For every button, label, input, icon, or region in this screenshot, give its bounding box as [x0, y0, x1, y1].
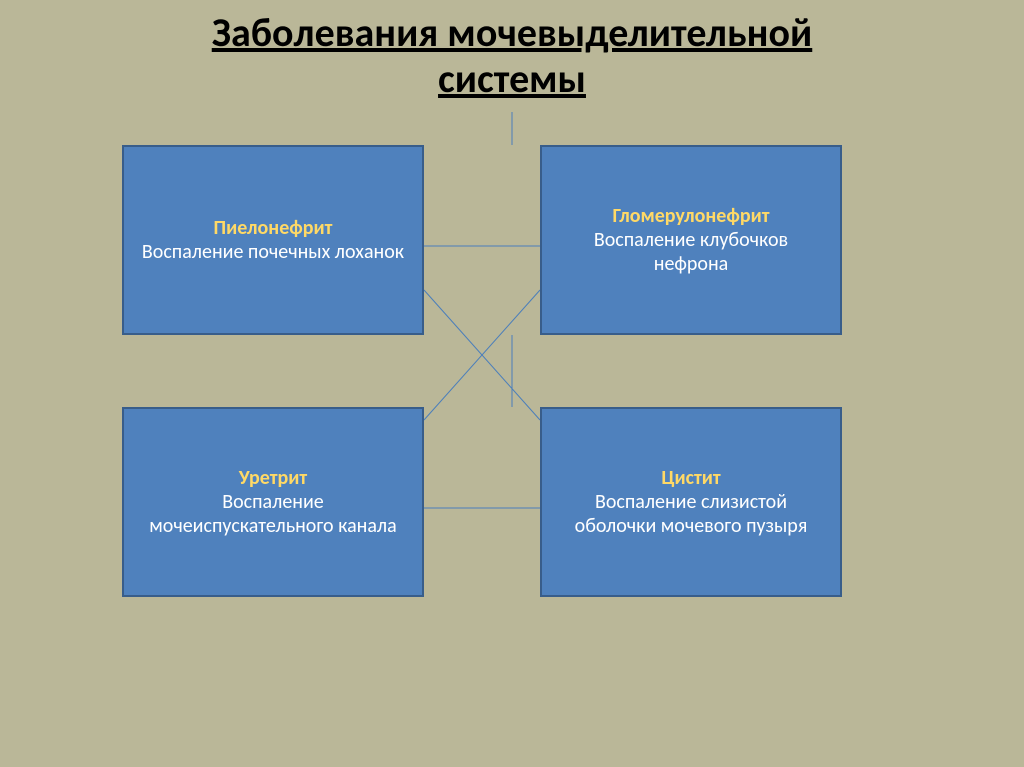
node-desc: Воспаление клубочков нефрона	[556, 228, 826, 276]
node-title: Цистит	[661, 466, 720, 490]
node-title: Гломерулонефрит	[612, 204, 769, 228]
node-glomerulonephritis: Гломерулонефрит Воспаление клубочков неф…	[540, 145, 842, 335]
node-title: Уретрит	[239, 466, 307, 490]
node-cystitis: Цистит Воспаление слизистой оболочки моч…	[540, 407, 842, 597]
title-line1: Заболевания мочевыделительной	[212, 8, 813, 57]
title-line2: системы	[438, 54, 586, 103]
connector-layer	[0, 0, 1024, 767]
node-desc: Воспаление слизистой оболочки мочевого п…	[556, 490, 826, 538]
node-desc: Воспаление мочеиспускательного канала	[138, 490, 408, 538]
page-title: Заболевания мочевыделительной системы	[0, 10, 1024, 102]
node-desc: Воспаление почечных лоханок	[142, 240, 404, 264]
node-title: Пиелонефрит	[214, 216, 333, 240]
node-pyelonephritis: Пиелонефрит Воспаление почечных лоханок	[122, 145, 424, 335]
node-urethritis: Уретрит Воспаление мочеиспускательного к…	[122, 407, 424, 597]
